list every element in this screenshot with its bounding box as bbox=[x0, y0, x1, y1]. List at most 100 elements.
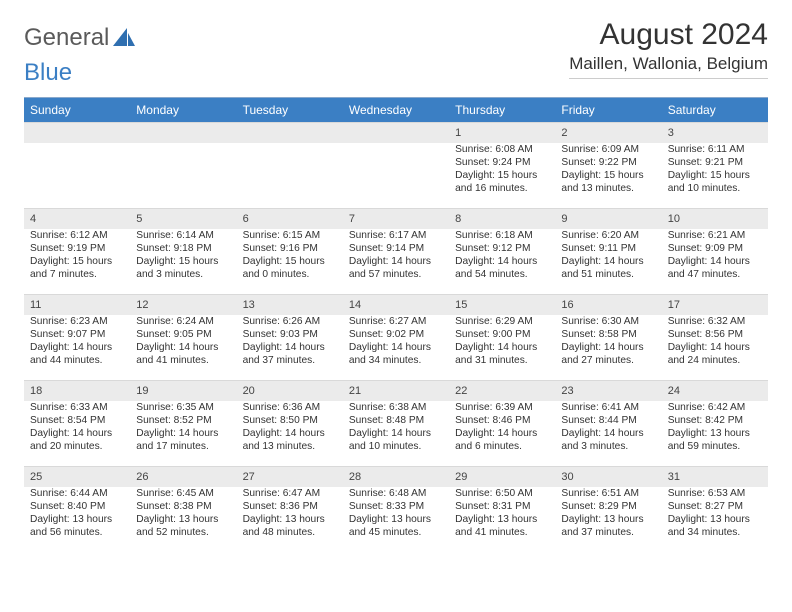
sunset-text: Sunset: 9:03 PM bbox=[243, 328, 337, 341]
daylight-text: Daylight: 15 hours and 10 minutes. bbox=[668, 169, 762, 195]
sunrise-text: Sunrise: 6:27 AM bbox=[349, 315, 443, 328]
day-details: Sunrise: 6:20 AMSunset: 9:11 PMDaylight:… bbox=[555, 229, 661, 281]
sunset-text: Sunset: 8:36 PM bbox=[243, 500, 337, 513]
daylight-text: Daylight: 15 hours and 3 minutes. bbox=[136, 255, 230, 281]
day-details: Sunrise: 6:26 AMSunset: 9:03 PMDaylight:… bbox=[237, 315, 343, 367]
weekday-label: Sunday bbox=[24, 97, 130, 122]
day-number: 1 bbox=[449, 123, 555, 143]
sunrise-text: Sunrise: 6:30 AM bbox=[561, 315, 655, 328]
day-details: Sunrise: 6:44 AMSunset: 8:40 PMDaylight:… bbox=[24, 487, 130, 539]
month-title: August 2024 bbox=[569, 18, 768, 52]
day-details: Sunrise: 6:45 AMSunset: 8:38 PMDaylight:… bbox=[130, 487, 236, 539]
sunrise-text: Sunrise: 6:14 AM bbox=[136, 229, 230, 242]
logo-word2: Blue bbox=[24, 59, 768, 87]
sunset-text: Sunset: 8:54 PM bbox=[30, 414, 124, 427]
day-number: 11 bbox=[24, 295, 130, 315]
sunrise-text: Sunrise: 6:29 AM bbox=[455, 315, 549, 328]
sunrise-text: Sunrise: 6:53 AM bbox=[668, 487, 762, 500]
day-cell: 25Sunrise: 6:44 AMSunset: 8:40 PMDayligh… bbox=[24, 466, 130, 552]
sunrise-text: Sunrise: 6:51 AM bbox=[561, 487, 655, 500]
day-number: 29 bbox=[449, 467, 555, 487]
day-number: 14 bbox=[343, 295, 449, 315]
day-cell: 4Sunrise: 6:12 AMSunset: 9:19 PMDaylight… bbox=[24, 208, 130, 294]
sunrise-text: Sunrise: 6:11 AM bbox=[668, 143, 762, 156]
sunset-text: Sunset: 9:02 PM bbox=[349, 328, 443, 341]
sunrise-text: Sunrise: 6:18 AM bbox=[455, 229, 549, 242]
sunrise-text: Sunrise: 6:26 AM bbox=[243, 315, 337, 328]
sunrise-text: Sunrise: 6:39 AM bbox=[455, 401, 549, 414]
day-number: 22 bbox=[449, 381, 555, 401]
day-cell: 5Sunrise: 6:14 AMSunset: 9:18 PMDaylight… bbox=[130, 208, 236, 294]
daylight-text: Daylight: 14 hours and 13 minutes. bbox=[243, 427, 337, 453]
weekday-header: SundayMondayTuesdayWednesdayThursdayFrid… bbox=[24, 97, 768, 122]
day-number: 19 bbox=[130, 381, 236, 401]
sunset-text: Sunset: 8:46 PM bbox=[455, 414, 549, 427]
day-cell: 3Sunrise: 6:11 AMSunset: 9:21 PMDaylight… bbox=[662, 122, 768, 208]
day-number: 15 bbox=[449, 295, 555, 315]
day-number: 28 bbox=[343, 467, 449, 487]
sunrise-text: Sunrise: 6:48 AM bbox=[349, 487, 443, 500]
day-cell: 17Sunrise: 6:32 AMSunset: 8:56 PMDayligh… bbox=[662, 294, 768, 380]
day-number: 4 bbox=[24, 209, 130, 229]
day-cell: 15Sunrise: 6:29 AMSunset: 9:00 PMDayligh… bbox=[449, 294, 555, 380]
day-details: Sunrise: 6:17 AMSunset: 9:14 PMDaylight:… bbox=[343, 229, 449, 281]
logo-sail-icon bbox=[113, 28, 135, 48]
day-details: Sunrise: 6:11 AMSunset: 9:21 PMDaylight:… bbox=[662, 143, 768, 195]
day-cell: 7Sunrise: 6:17 AMSunset: 9:14 PMDaylight… bbox=[343, 208, 449, 294]
daylight-text: Daylight: 13 hours and 52 minutes. bbox=[136, 513, 230, 539]
weekday-label: Saturday bbox=[662, 97, 768, 122]
day-details: Sunrise: 6:09 AMSunset: 9:22 PMDaylight:… bbox=[555, 143, 661, 195]
sunrise-text: Sunrise: 6:23 AM bbox=[30, 315, 124, 328]
empty-cell bbox=[237, 122, 343, 208]
day-details: Sunrise: 6:14 AMSunset: 9:18 PMDaylight:… bbox=[130, 229, 236, 281]
sunset-text: Sunset: 9:14 PM bbox=[349, 242, 443, 255]
daylight-text: Daylight: 13 hours and 59 minutes. bbox=[668, 427, 762, 453]
day-cell: 24Sunrise: 6:42 AMSunset: 8:42 PMDayligh… bbox=[662, 380, 768, 466]
day-cell: 8Sunrise: 6:18 AMSunset: 9:12 PMDaylight… bbox=[449, 208, 555, 294]
daylight-text: Daylight: 14 hours and 20 minutes. bbox=[30, 427, 124, 453]
daylight-text: Daylight: 13 hours and 34 minutes. bbox=[668, 513, 762, 539]
daylight-text: Daylight: 13 hours and 41 minutes. bbox=[455, 513, 549, 539]
sunset-text: Sunset: 8:58 PM bbox=[561, 328, 655, 341]
sunset-text: Sunset: 9:09 PM bbox=[668, 242, 762, 255]
sunset-text: Sunset: 9:00 PM bbox=[455, 328, 549, 341]
day-number: 6 bbox=[237, 209, 343, 229]
sunrise-text: Sunrise: 6:15 AM bbox=[243, 229, 337, 242]
day-details: Sunrise: 6:36 AMSunset: 8:50 PMDaylight:… bbox=[237, 401, 343, 453]
day-details: Sunrise: 6:32 AMSunset: 8:56 PMDaylight:… bbox=[662, 315, 768, 367]
day-cell: 22Sunrise: 6:39 AMSunset: 8:46 PMDayligh… bbox=[449, 380, 555, 466]
sunset-text: Sunset: 8:52 PM bbox=[136, 414, 230, 427]
day-number: 26 bbox=[130, 467, 236, 487]
day-cell: 20Sunrise: 6:36 AMSunset: 8:50 PMDayligh… bbox=[237, 380, 343, 466]
sunrise-text: Sunrise: 6:33 AM bbox=[30, 401, 124, 414]
sunrise-text: Sunrise: 6:32 AM bbox=[668, 315, 762, 328]
day-number: 12 bbox=[130, 295, 236, 315]
day-number: 31 bbox=[662, 467, 768, 487]
day-number: 30 bbox=[555, 467, 661, 487]
sunset-text: Sunset: 8:48 PM bbox=[349, 414, 443, 427]
day-cell: 6Sunrise: 6:15 AMSunset: 9:16 PMDaylight… bbox=[237, 208, 343, 294]
daylight-text: Daylight: 15 hours and 0 minutes. bbox=[243, 255, 337, 281]
day-number: 24 bbox=[662, 381, 768, 401]
weekday-label: Wednesday bbox=[343, 97, 449, 122]
day-number: 5 bbox=[130, 209, 236, 229]
daylight-text: Daylight: 14 hours and 6 minutes. bbox=[455, 427, 549, 453]
sunrise-text: Sunrise: 6:12 AM bbox=[30, 229, 124, 242]
day-cell: 9Sunrise: 6:20 AMSunset: 9:11 PMDaylight… bbox=[555, 208, 661, 294]
sunrise-text: Sunrise: 6:38 AM bbox=[349, 401, 443, 414]
day-details: Sunrise: 6:35 AMSunset: 8:52 PMDaylight:… bbox=[130, 401, 236, 453]
day-cell: 14Sunrise: 6:27 AMSunset: 9:02 PMDayligh… bbox=[343, 294, 449, 380]
day-number: 17 bbox=[662, 295, 768, 315]
day-details: Sunrise: 6:23 AMSunset: 9:07 PMDaylight:… bbox=[24, 315, 130, 367]
daylight-text: Daylight: 15 hours and 7 minutes. bbox=[30, 255, 124, 281]
day-details: Sunrise: 6:53 AMSunset: 8:27 PMDaylight:… bbox=[662, 487, 768, 539]
daylight-text: Daylight: 14 hours and 31 minutes. bbox=[455, 341, 549, 367]
day-number: 18 bbox=[24, 381, 130, 401]
sunset-text: Sunset: 9:24 PM bbox=[455, 156, 549, 169]
day-cell: 23Sunrise: 6:41 AMSunset: 8:44 PMDayligh… bbox=[555, 380, 661, 466]
day-cell: 12Sunrise: 6:24 AMSunset: 9:05 PMDayligh… bbox=[130, 294, 236, 380]
day-details: Sunrise: 6:47 AMSunset: 8:36 PMDaylight:… bbox=[237, 487, 343, 539]
sunrise-text: Sunrise: 6:21 AM bbox=[668, 229, 762, 242]
daylight-text: Daylight: 14 hours and 10 minutes. bbox=[349, 427, 443, 453]
day-details: Sunrise: 6:27 AMSunset: 9:02 PMDaylight:… bbox=[343, 315, 449, 367]
